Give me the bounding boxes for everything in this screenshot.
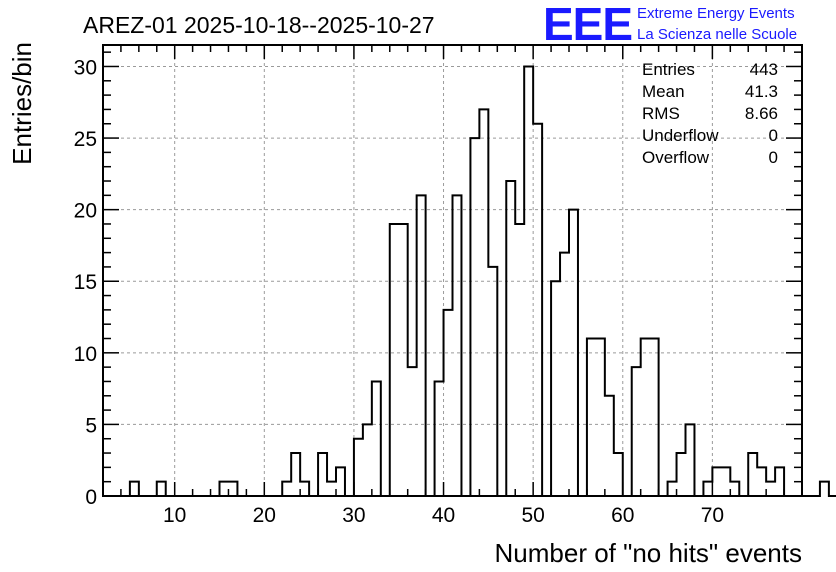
x-tick-label: 30 (342, 504, 365, 527)
x-tick-label: 70 (701, 504, 724, 527)
x-tick-label: 40 (432, 504, 455, 527)
histogram-bin (291, 453, 300, 496)
y-tick-label: 25 (74, 128, 97, 151)
histogram-bin (677, 453, 686, 496)
histogram-bin (336, 467, 345, 496)
stats-value: 41.3 (745, 82, 778, 101)
histogram-bin (479, 109, 488, 496)
x-tick-label: 10 (163, 504, 186, 527)
stats-label: Overflow (642, 148, 710, 167)
axis-ticks (102, 45, 803, 497)
stats-value: 0 (769, 148, 778, 167)
x-axis-title: Number of "no hits" events (495, 538, 803, 568)
stats-box: Entries 443 Mean 41.3 RMS 8.66 Underflow 0 Overf… (642, 60, 778, 167)
histogram-bin (157, 482, 166, 496)
stats-value: 443 (750, 60, 778, 79)
histogram-bin (730, 482, 739, 496)
x-tick-label: 50 (521, 504, 544, 527)
histogram-bin (444, 310, 453, 496)
histogram-bin (363, 424, 372, 496)
histogram-bin (560, 253, 569, 496)
histogram-bin (596, 339, 605, 496)
stats-value: 0 (769, 126, 778, 145)
histogram-bin (488, 267, 497, 496)
plot-frame (102, 44, 803, 497)
histogram-bin (820, 482, 829, 496)
histogram-bin (587, 339, 596, 496)
histogram-bin (766, 482, 775, 496)
histogram-bin (757, 467, 766, 496)
stats-label: Mean (642, 82, 685, 101)
histogram-bin (453, 195, 462, 496)
histogram-bin (641, 339, 650, 496)
histogram-bin (515, 224, 524, 496)
y-axis-title: Entries/bin (7, 42, 37, 165)
histogram-bin (327, 482, 336, 496)
histogram-bin (399, 224, 408, 496)
histogram-bin (470, 138, 479, 496)
histogram-bin (130, 482, 139, 496)
stats-label: Entries (642, 60, 695, 79)
stats-label: Underflow (642, 126, 719, 145)
histogram-bin (614, 453, 623, 496)
chart-title: AREZ-01 2025-10-18--2025-10-27 (83, 12, 435, 38)
histogram-bin (650, 339, 659, 496)
x-tick-label: 60 (611, 504, 634, 527)
histogram-bin (220, 482, 229, 496)
histogram-bin (372, 381, 381, 496)
histogram-bin (551, 281, 560, 496)
eee-logo: EEE Extreme Energy Events La Scienza nel… (543, 0, 797, 50)
x-tick-label: 20 (253, 504, 276, 527)
histogram-bin (435, 381, 444, 496)
histogram-bin (668, 482, 677, 496)
x-tick-labels: 10 20 30 40 50 60 70 (163, 504, 724, 527)
histogram-bin (748, 453, 757, 496)
histogram-bin (228, 482, 237, 496)
histogram-bin (703, 482, 712, 496)
histogram-bin (605, 396, 614, 496)
y-tick-label: 5 (85, 414, 97, 437)
histogram-bin (775, 467, 784, 496)
y-tick-label: 30 (74, 56, 97, 79)
histogram-bin (390, 224, 399, 496)
y-tick-label: 10 (74, 343, 97, 366)
histogram-bin (632, 367, 641, 496)
histogram-bin (721, 467, 730, 496)
histogram-bin (408, 367, 417, 496)
histogram-bin (282, 482, 291, 496)
y-tick-labels: 0 5 10 15 20 25 30 (74, 56, 97, 509)
histogram-bin (318, 453, 327, 496)
histogram-bin (417, 195, 426, 496)
stats-value: 8.66 (745, 104, 778, 123)
logo-line-2: La Scienza nelle Scuole (637, 26, 797, 43)
logo-mark: EEE (543, 0, 632, 50)
stats-label: RMS (642, 104, 680, 123)
histogram-bin (686, 424, 695, 496)
histogram-bin (506, 181, 515, 496)
y-tick-label: 0 (85, 486, 97, 509)
histogram-bin (354, 439, 363, 496)
logo-line-1: Extreme Energy Events (637, 5, 795, 22)
histogram-bin (712, 467, 721, 496)
y-tick-label: 20 (74, 200, 97, 223)
histogram-bin (300, 482, 309, 496)
histogram-bin (533, 124, 542, 496)
y-tick-label: 15 (74, 271, 97, 294)
